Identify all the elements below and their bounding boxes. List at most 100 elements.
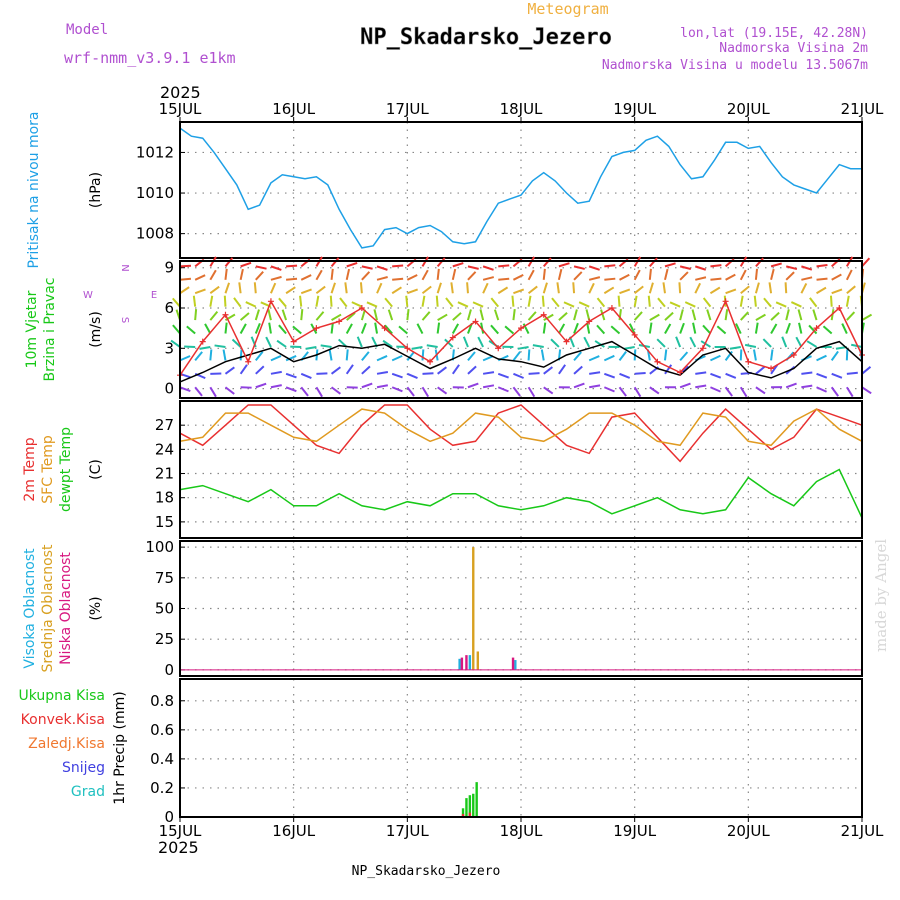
gust-marker <box>404 345 411 352</box>
wind-barb <box>204 323 212 335</box>
wind-barb <box>729 345 741 350</box>
series-line-gust <box>179 299 863 376</box>
wind-barb <box>527 285 538 295</box>
wind-barb <box>678 282 682 294</box>
wind-barb <box>633 269 641 281</box>
wind-barb <box>816 286 827 295</box>
wind-barb <box>846 311 856 321</box>
wind-barb <box>785 309 790 321</box>
wind-barb <box>384 324 393 335</box>
wind-barb <box>240 261 252 268</box>
wind-barb <box>359 282 363 294</box>
wind-barb <box>497 372 509 379</box>
wind-barb <box>785 265 798 271</box>
wind-barb <box>816 386 827 393</box>
wind-barb <box>770 268 775 281</box>
wind-barb <box>436 257 446 268</box>
wind-barb <box>366 301 378 308</box>
wind-barb <box>328 349 333 361</box>
x-tick-label-bottom: 19JUL <box>613 822 656 840</box>
wind-barb <box>374 322 379 334</box>
wind-barb <box>285 355 297 362</box>
wind-barb <box>179 386 191 392</box>
wind-barb <box>224 268 228 280</box>
wind-barb <box>406 351 415 362</box>
wind-barb <box>224 322 228 334</box>
series-line-dewpoint <box>179 468 863 519</box>
wind-barb <box>542 322 547 334</box>
wind-barb <box>706 309 712 321</box>
bar-total_precip <box>472 793 475 817</box>
bar-conv_precip <box>468 812 472 817</box>
x-tick-label-bottom: 20JUL <box>727 822 770 840</box>
wind-barb <box>648 322 653 334</box>
wind-barb <box>239 323 247 335</box>
wind-barb <box>179 355 191 362</box>
wind-barb <box>391 354 403 362</box>
bar-conv_precip <box>461 814 465 817</box>
wind-barb <box>551 297 560 308</box>
wind-barb <box>330 257 340 268</box>
wind-barb <box>268 322 272 334</box>
wind-barb <box>790 301 802 308</box>
wind-barb <box>194 309 198 321</box>
wind-barb <box>589 371 601 375</box>
wind-barb <box>846 285 856 295</box>
wind-barb <box>578 301 590 308</box>
y-tick-label: 25 <box>155 630 174 648</box>
wind-barb <box>558 262 570 268</box>
wind-barb <box>816 277 828 281</box>
wind-barb <box>421 386 430 398</box>
wind-barb <box>436 322 441 334</box>
wind-barb <box>540 349 545 361</box>
wind-barb <box>755 386 766 395</box>
wind-barb <box>254 309 260 321</box>
gust-marker <box>745 358 752 365</box>
wind-barb <box>603 286 615 295</box>
gust-marker <box>472 318 479 325</box>
wind-barb <box>421 311 431 321</box>
wind-barb <box>739 269 747 281</box>
wind-barb <box>356 336 363 348</box>
wind-barb <box>452 312 462 321</box>
wind-barb <box>315 295 320 307</box>
wind-barb <box>466 282 469 294</box>
wind-barb <box>224 366 235 375</box>
y-tick-label: 100 <box>145 538 174 556</box>
wind-barb <box>361 351 370 362</box>
wind-barb <box>278 324 287 335</box>
wind-barb <box>770 262 782 268</box>
wind-barb <box>710 372 722 379</box>
wind-barb <box>830 350 839 361</box>
wind-barb <box>305 345 317 350</box>
wind-barb <box>300 372 312 379</box>
watermark: made by Angel <box>872 539 890 652</box>
wind-barb <box>649 257 658 268</box>
x-tick-label-bottom: 21JUL <box>841 822 884 840</box>
wind-barb <box>735 323 742 334</box>
wind-barb <box>331 313 342 321</box>
wind-barb <box>596 297 606 308</box>
wind-barb <box>801 384 813 389</box>
wind-barb <box>391 286 402 295</box>
gust-marker <box>381 325 388 332</box>
wind-barb <box>812 309 818 321</box>
x-tick-label-top: 16JUL <box>272 100 315 118</box>
wind-barb <box>330 268 334 280</box>
wind-barb <box>649 313 660 321</box>
model-label: Model <box>66 22 108 38</box>
bar-total_precip <box>468 795 472 817</box>
wind-barb <box>360 309 366 321</box>
precip-legend-label: Ukupna Kisa <box>18 688 105 704</box>
wind-barb <box>527 349 531 361</box>
wind-barb <box>281 309 288 321</box>
wind-barb <box>527 269 535 281</box>
wind-barb <box>351 301 363 308</box>
wind-barb <box>563 301 575 308</box>
wind-barb <box>754 322 759 334</box>
wind-barb <box>391 372 403 379</box>
wind-barb <box>344 282 348 294</box>
wind-barb <box>692 322 697 334</box>
gust-marker <box>336 318 343 325</box>
wind-barb <box>770 349 774 361</box>
